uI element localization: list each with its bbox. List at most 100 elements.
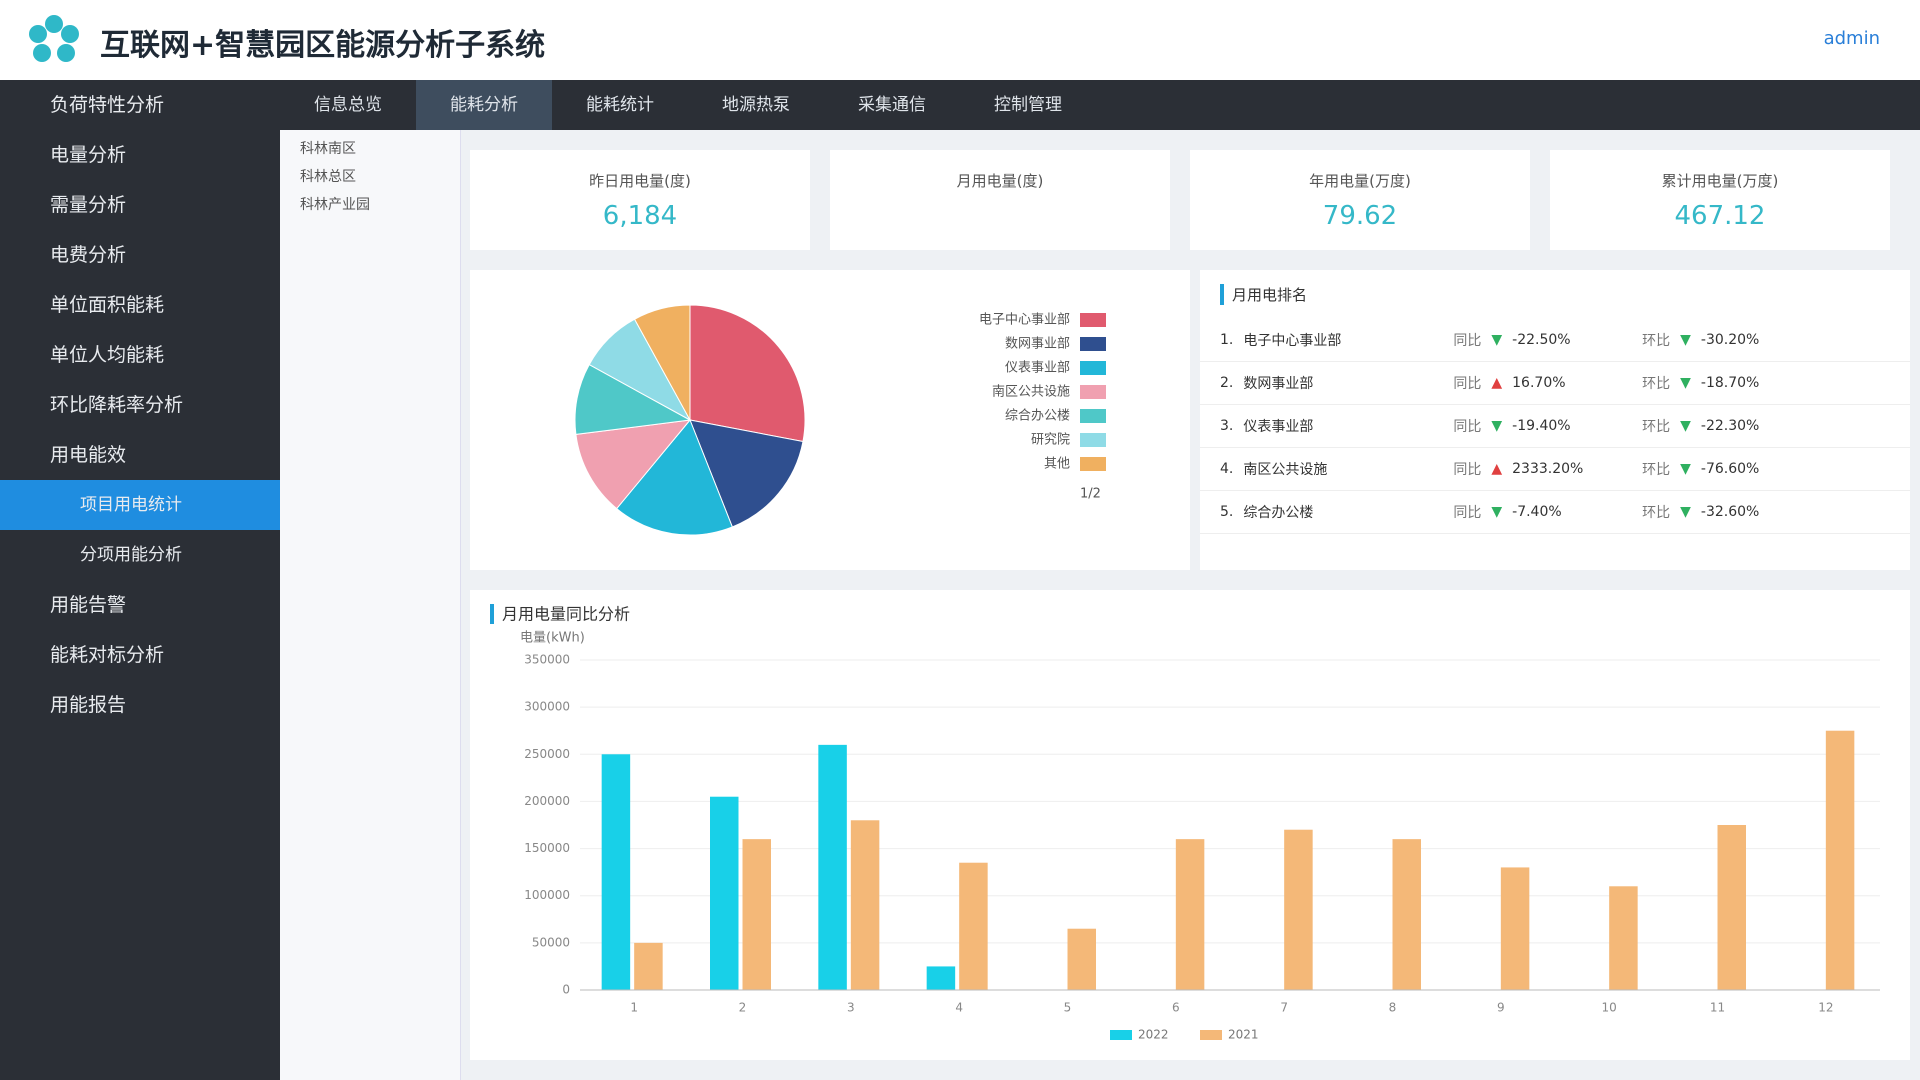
tab[interactable]: 能耗分析 (416, 80, 552, 130)
x-tick-label: 11 (1710, 1001, 1725, 1015)
bar (1717, 825, 1746, 990)
arrow-up: ▲ (1491, 461, 1503, 477)
pie-slice (575, 419, 692, 510)
bar (1392, 839, 1421, 990)
tab[interactable]: 采集通信 (858, 95, 926, 115)
compare-label: 同比 (1453, 376, 1482, 392)
tab[interactable]: 地源热泵 (722, 95, 790, 115)
header: 互联网+智慧园区能源分析子系统 admin (0, 0, 1920, 81)
bar (634, 942, 663, 990)
ranking-row: 3. 仪表事业部 同比 ▼ -19.40% 环比 ▼ -22.30% (1200, 405, 1910, 448)
pie-slice (615, 419, 733, 536)
compare-label: 环比 (1642, 419, 1671, 435)
ranking-row: 5. 综合办公楼 同比 ▼ -7.40% 环比 ▼ -32.60% (1200, 491, 1910, 534)
menu-item[interactable]: 需量分析 (50, 194, 127, 216)
tree-node[interactable]: 科林南区 (300, 141, 356, 157)
menu-item[interactable]: 环比降耗率分析 (50, 394, 184, 416)
kpi-value: 467.12 (1674, 201, 1766, 231)
kpi-card: 昨日用电量(度) 6,184 (470, 150, 810, 250)
legend-label: 南区公共设施 (992, 384, 1070, 400)
x-tick-label: 10 (1602, 1001, 1617, 1015)
y-tick-label: 350000 (524, 653, 570, 667)
arrow-down: ▼ (1680, 461, 1691, 477)
chart-title: 月用电量同比分析 (502, 605, 630, 624)
bar (959, 862, 988, 990)
app-title: 互联网+智慧园区能源分析子系统 (100, 28, 546, 63)
menu-item[interactable]: 负荷特性分析 (50, 94, 165, 116)
x-tick-label: 12 (1818, 1001, 1833, 1015)
legend-label: 研究院 (1031, 433, 1070, 448)
ranking-row: 1. 电子中心事业部 同比 ▼ -22.50% 环比 ▼ -30.20% (1200, 319, 1910, 362)
compare-value: -19.40% (1512, 418, 1571, 434)
tab[interactable]: 控制管理 (994, 95, 1062, 115)
bar (818, 744, 847, 990)
compare-value: -32.60% (1700, 504, 1760, 520)
compare-value: 16.70% (1512, 375, 1566, 391)
arrow-down: ▼ (1680, 375, 1691, 391)
compare-value: -7.40% (1512, 504, 1562, 520)
menu-item[interactable]: 电费分析 (50, 244, 127, 266)
legend-label: 电子中心事业部 (979, 313, 1070, 328)
tab[interactable]: 能耗统计 (586, 95, 654, 115)
legend-swatch (1080, 313, 1106, 327)
tree-node[interactable]: 科林总区 (300, 169, 356, 185)
y-tick-label: 250000 (524, 747, 570, 761)
legend-swatch (1080, 457, 1106, 471)
menu-item[interactable]: 单位面积能耗 (50, 294, 165, 316)
menu-item[interactable]: 项目用电统计 (0, 480, 280, 530)
x-tick-label: 3 (847, 1001, 855, 1015)
x-tick-label: 2 (739, 1001, 747, 1015)
bar (1609, 886, 1638, 990)
legend-swatch (1080, 337, 1106, 351)
menu-item[interactable]: 分项用能分析 (80, 545, 182, 565)
y-tick-label: 150000 (524, 841, 570, 855)
legend-swatch (1080, 361, 1106, 375)
y-tick-label: 50000 (532, 935, 570, 949)
compare-value: -30.20% (1700, 332, 1760, 348)
y-tick-label: 300000 (524, 700, 570, 714)
bar (850, 820, 880, 990)
arrow-down: ▼ (1680, 418, 1691, 434)
compare-label: 环比 (1642, 505, 1671, 521)
kpi-label: 累计用电量(万度) (1661, 172, 1779, 190)
legend-swatch (1110, 1030, 1132, 1040)
compare-label: 环比 (1642, 333, 1671, 349)
tab[interactable]: 信息总览 (314, 95, 382, 115)
ranking-title: 月用电排名 (1220, 284, 1890, 305)
menu-item[interactable]: 用能报告 (50, 694, 127, 716)
user-name[interactable]: admin (1823, 28, 1880, 49)
bar (710, 796, 739, 990)
menu-item[interactable]: 用电能效 (50, 444, 127, 466)
compare-label: 同比 (1453, 333, 1482, 349)
compare-value: 2333.20% (1512, 461, 1584, 477)
x-tick-label: 7 (1280, 1001, 1288, 1015)
compare-label: 同比 (1453, 419, 1482, 435)
tree-node[interactable]: 科林产业园 (300, 197, 370, 213)
arrow-down: ▼ (1491, 332, 1503, 348)
dept-name: 电子中心事业部 (1243, 333, 1342, 349)
legend-swatch (1080, 433, 1106, 447)
menu-item[interactable]: 用能告警 (50, 594, 127, 616)
bar (1500, 867, 1530, 990)
menu-item[interactable]: 能耗对标分析 (50, 644, 165, 666)
dept-name: 南区公共设施 (1243, 462, 1328, 478)
logo (29, 15, 79, 62)
rank: 1. (1220, 332, 1234, 348)
ranking-row: 2. 数网事业部 同比 ▲ 16.70% 环比 ▼ -18.70% (1200, 362, 1910, 405)
menu-item[interactable]: 单位人均能耗 (50, 344, 165, 366)
tab-bar: 信息总览 能耗分析 能耗统计 地源热泵 采集通信 控制管理 (280, 80, 1920, 130)
x-tick-label: 5 (1064, 1001, 1072, 1015)
menu-item[interactable]: 电量分析 (50, 144, 127, 166)
arrow-up: ▲ (1491, 375, 1503, 391)
rank: 4. (1220, 461, 1234, 477)
compare-label: 环比 (1642, 462, 1671, 478)
compare-value: -18.70% (1700, 375, 1760, 391)
legend-label: 仪表事业部 (1005, 361, 1070, 376)
tree: 科林南区科林总区科林产业园 (280, 130, 461, 1080)
legend-page: 1/2 (1080, 487, 1101, 502)
legend-label: 2022 (1138, 1028, 1169, 1042)
